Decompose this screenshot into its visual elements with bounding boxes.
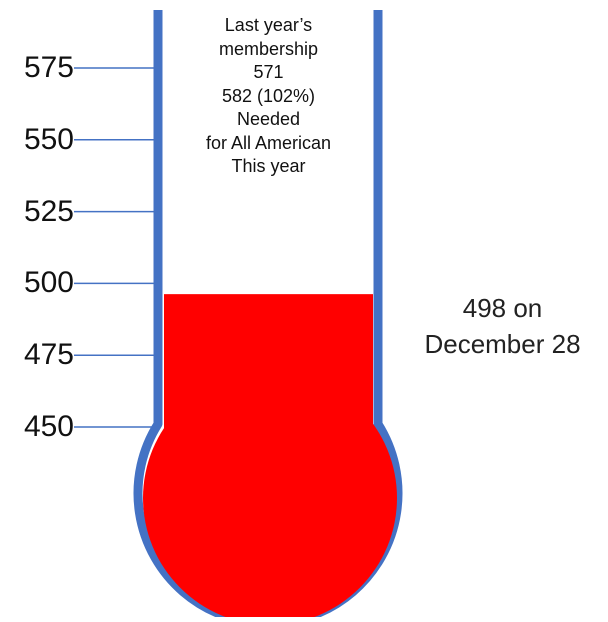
thermometer-outline — [133, 10, 403, 622]
tube-text-line-7: This year — [231, 156, 306, 176]
tube-text-line-1: Last year’s — [224, 15, 313, 35]
tube-text-line-4: 582 (102%) — [221, 85, 316, 106]
tube-text-line-3: 571 — [253, 62, 284, 82]
value-annotation: 498 on December 28 — [400, 290, 605, 362]
value-annotation-line-2: December 28 — [424, 329, 581, 359]
tick-lines — [74, 67, 156, 428]
tube-text-line-6: for All American — [205, 132, 332, 153]
mercury-bulb — [143, 371, 397, 622]
tick-label-525: 525 — [23, 194, 74, 228]
tick-label-450: 450 — [23, 410, 74, 443]
tick-label-475: 475 — [23, 338, 74, 372]
value-annotation-line-1: 498 on — [462, 293, 543, 323]
tick-label-575: 575 — [23, 51, 74, 84]
tick-label-550: 550 — [23, 122, 74, 156]
tube-text-line-5: Needed — [236, 109, 301, 129]
tick-label-500: 500 — [23, 266, 74, 300]
tube-text-line-2: membership — [218, 38, 319, 59]
tube-annotation: Last year’s membership 571 582 (102%) Ne… — [166, 14, 371, 179]
